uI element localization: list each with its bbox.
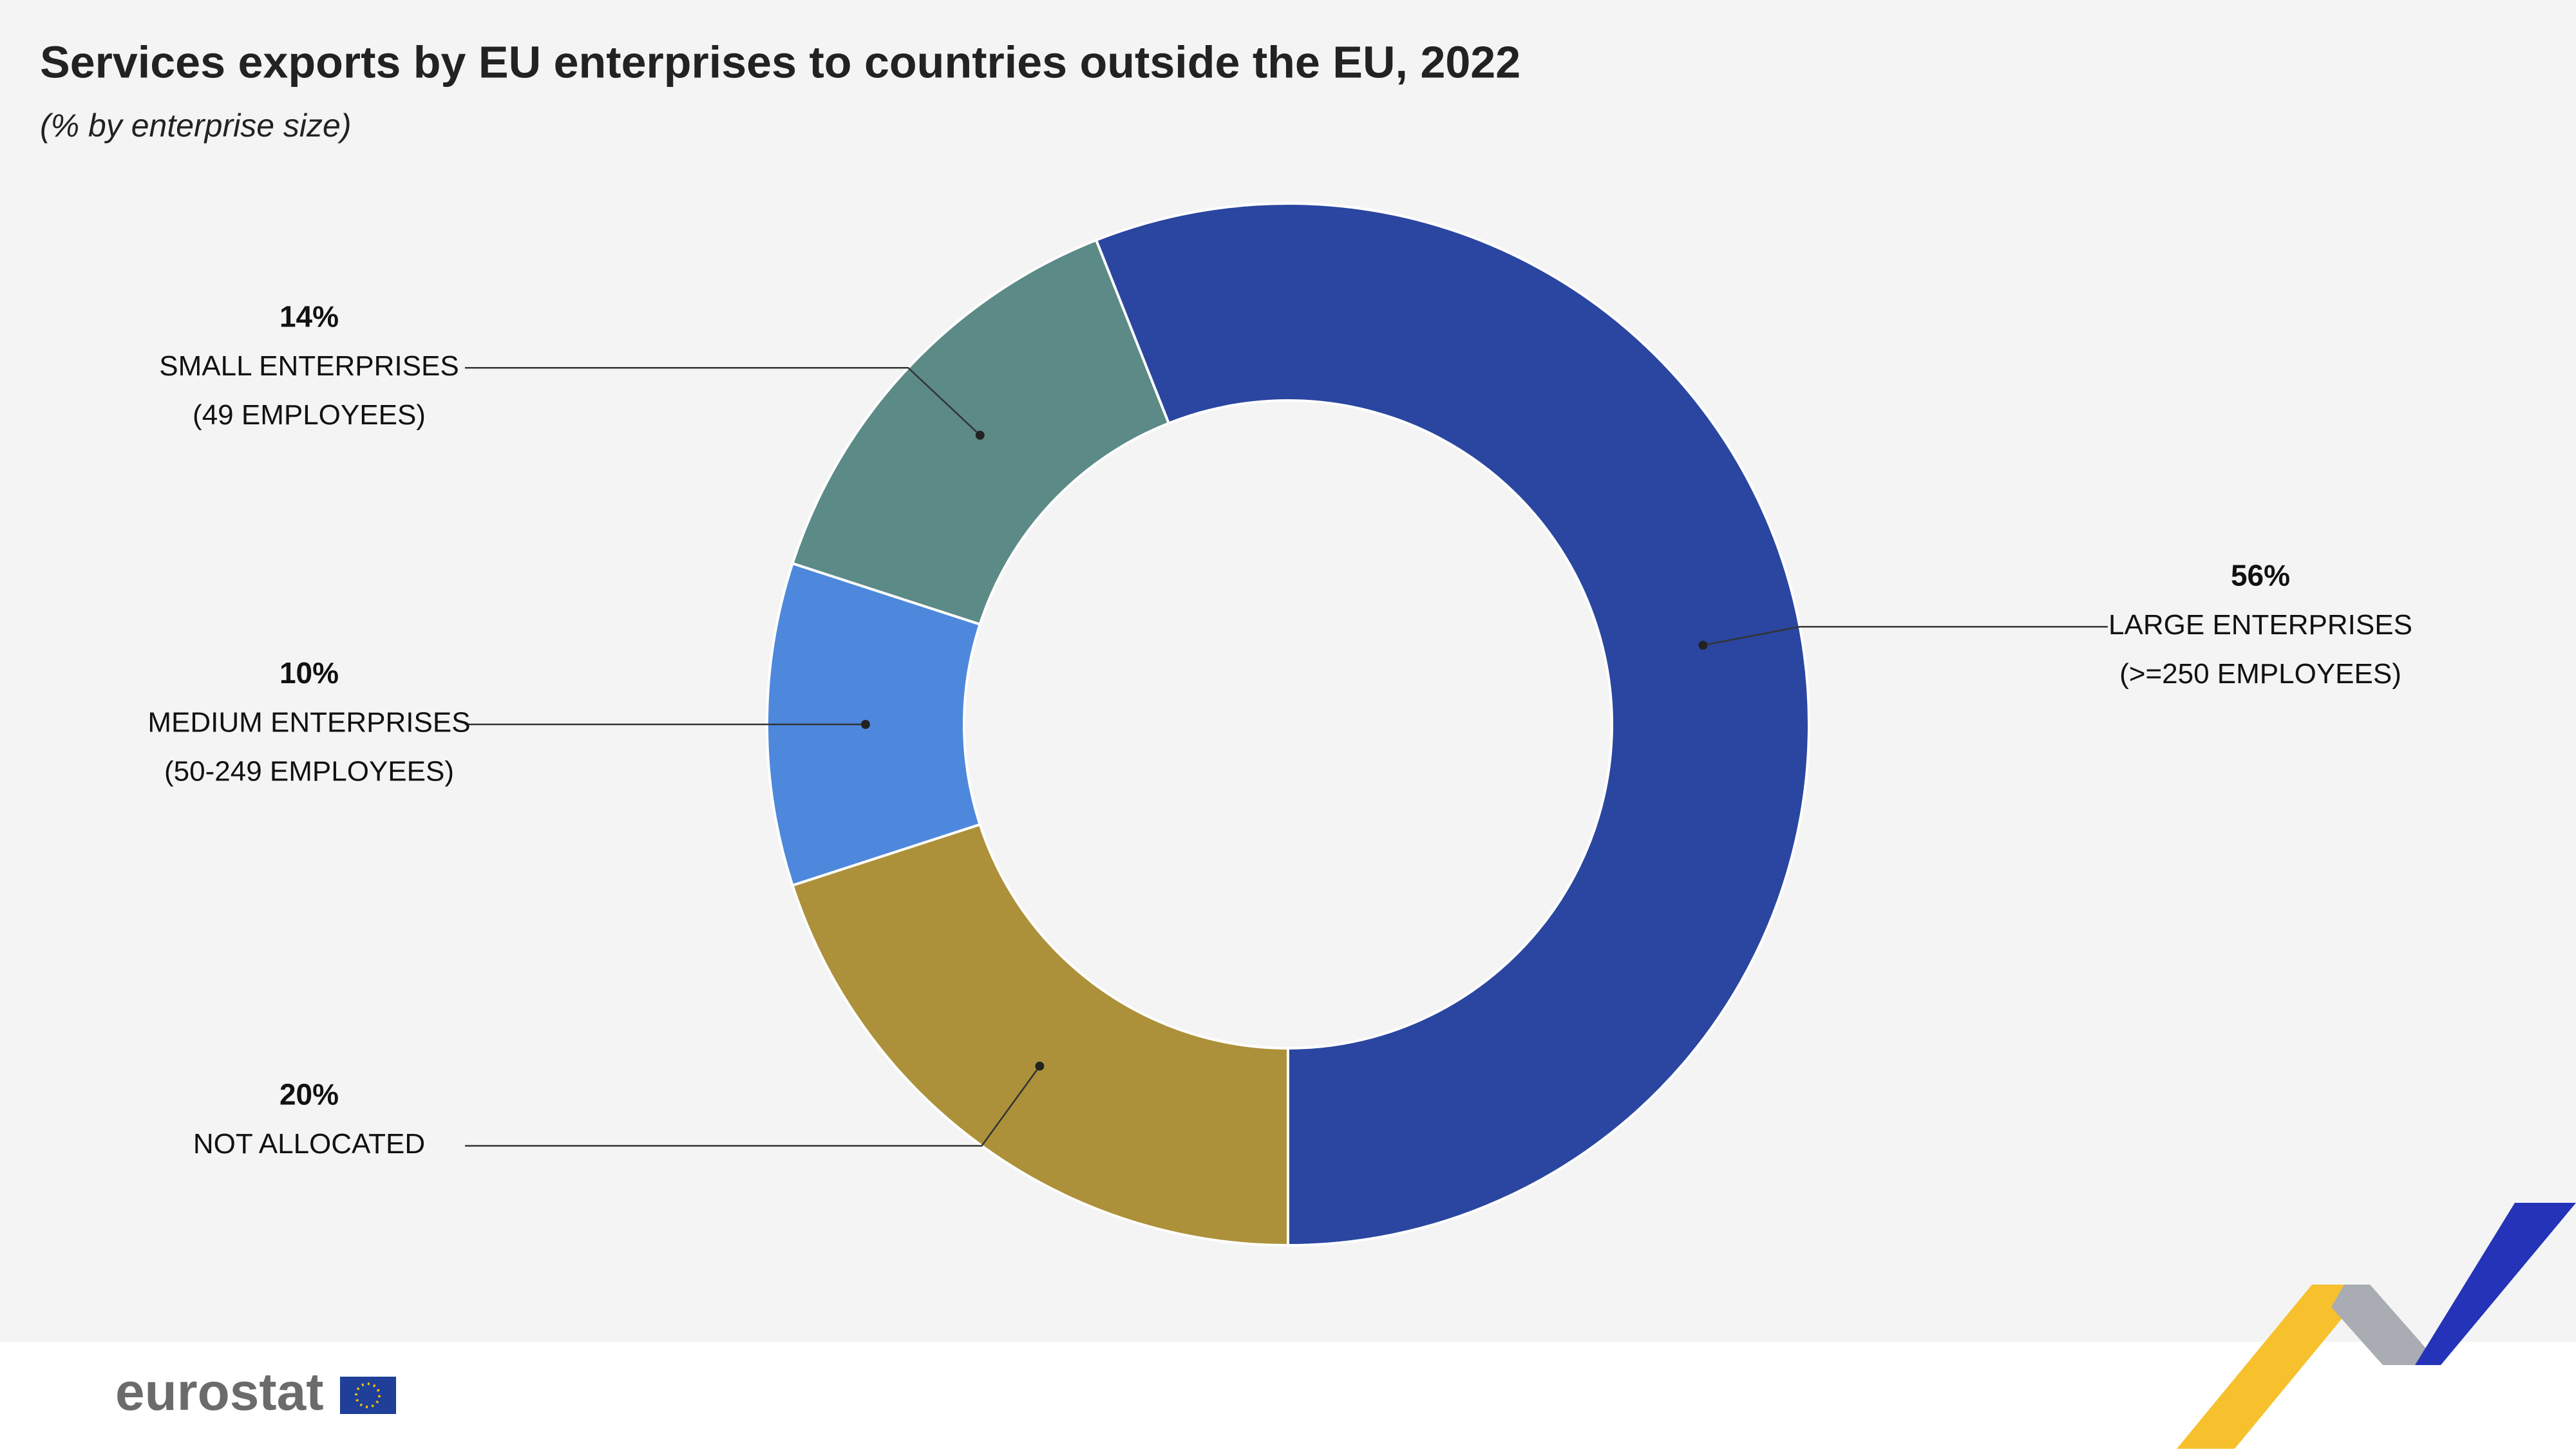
eu-stars — [355, 1382, 381, 1408]
chart-title: Services exports by EU enterprises to co… — [40, 37, 1520, 87]
leader-dot — [861, 720, 870, 729]
category-label: (>=250 EMPLOYEES) — [2119, 658, 2401, 690]
eu-flag — [340, 1377, 396, 1414]
category-label: SMALL ENTERPRISES — [159, 350, 459, 382]
category-label: LARGE ENTERPRISES — [2108, 609, 2412, 641]
donut-slice — [791, 822, 1289, 1247]
leader-dot — [1698, 641, 1708, 650]
brand-logo: eurostat — [115, 1363, 324, 1422]
value-label: 10% — [279, 656, 339, 690]
value-label: 14% — [279, 299, 339, 333]
footer-band — [0, 1342, 2576, 1449]
donut-slice — [766, 561, 982, 887]
ribbon-yellow — [2177, 1285, 2370, 1449]
leader-dot — [975, 430, 985, 440]
value-label: 56% — [2231, 559, 2290, 592]
ribbon-blue — [2415, 1203, 2576, 1365]
leader-line — [465, 1065, 1041, 1147]
ribbon-grey — [2331, 1285, 2441, 1365]
donut-slice — [1094, 202, 1811, 1247]
leader-line — [465, 366, 981, 436]
category-label: (50-249 EMPLOYEES) — [164, 756, 454, 787]
chart-subtitle: (% by enterprise size) — [40, 108, 352, 144]
category-label: NOT ALLOCATED — [193, 1128, 425, 1160]
leader-dot — [1035, 1061, 1045, 1071]
leader-line — [1703, 626, 2108, 646]
value-label: 20% — [279, 1078, 339, 1111]
category-label: MEDIUM ENTERPRISES — [147, 707, 470, 739]
category-label: (49 EMPLOYEES) — [193, 399, 426, 431]
